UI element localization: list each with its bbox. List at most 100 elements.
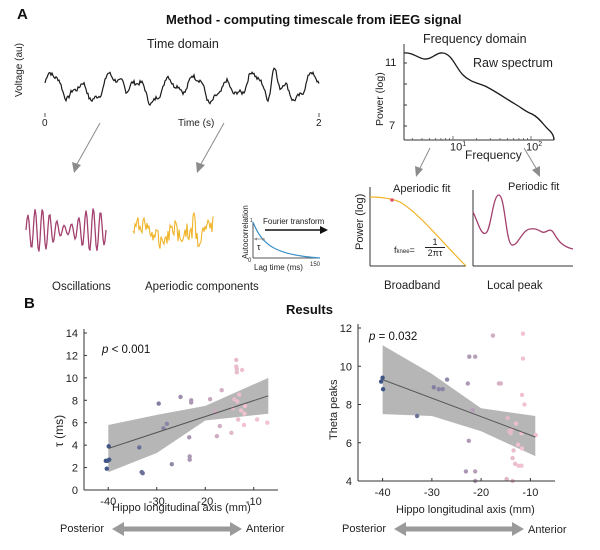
chart2-data-point [515,442,521,447]
chart2-y-tick-label: 8 [346,400,352,412]
chart1-y-tick-label: 10 [66,373,78,385]
chart1-arrow-head-left [112,522,124,536]
fourier-arrow [265,226,328,234]
aperiodic-fit-plot [369,187,467,267]
chart2-x-tick-label: -30 [424,487,440,499]
chart2-fit-line [382,379,536,438]
chart2-data-point [512,461,518,466]
chart1-data-point [238,408,244,413]
chart1-ci-band [108,377,269,473]
arrow-to-oscillations [72,122,101,173]
chart1-y-tick-label: 4 [72,440,78,452]
chart2-data-point [380,375,385,380]
autocorr-xtick-0: 0 [248,258,252,264]
chart1-data-point [234,370,239,375]
chart2-data-point [466,438,471,443]
chart1-y-tick-label: 0 [72,485,78,497]
chart2-data-point [519,463,524,468]
chart2-data-point [473,469,478,474]
formula-knee-subscript: knee [396,249,410,255]
chart2-xlabel: Hippo longitudinal axis (mm) [396,504,535,516]
chart1-posterior-label: Posterior [60,523,105,535]
chart2-data-point [505,415,510,421]
p-italic: p [369,331,376,343]
chart1-data-point [254,417,260,422]
chart1-data-point [242,403,248,409]
freq-xtick-10-1: 101 [450,141,466,154]
theta-peaks-axis-label: Theta peaks [328,379,340,440]
panel-b-letter: B [24,295,35,312]
chart1-x-tick-label: -20 [197,496,213,508]
chart1-y-tick-label: 14 [66,328,78,340]
chart1-data-point [265,420,270,425]
chart1-data-point [189,398,194,403]
chart2-data-point [470,408,475,413]
chart1-p-value: p < 0.001 [102,344,150,356]
chart1-data-point [106,444,111,449]
freq-xtick-10-2: 102 [526,141,542,154]
chart2-x-tick-label: -20 [473,487,489,499]
chart2-data-point [465,381,470,386]
chart2-data-point [510,455,515,461]
chart2-data-point [498,381,503,386]
formula-denominator: 2πτ [427,248,443,258]
chart2-data-point [378,379,384,384]
oscillations-label: Oscillations [52,281,111,293]
periodic-fit-curve [472,194,574,250]
chart2-data-point [467,354,472,359]
chart2-arrow-head-right [512,522,524,536]
autocorr-curve [252,221,321,259]
tau-axis-label: τ (ms) [52,414,66,447]
formula-fraction: 1 2πτ [425,237,445,259]
chart1-data-point [164,421,170,426]
chart2-data-point [504,476,509,482]
time-domain-title: Time domain [147,37,219,51]
chart2-data-point [380,387,386,392]
chart1-data-point [236,417,241,422]
chart2-data-point [431,385,436,390]
chart2-data-point [436,387,441,392]
p-value-rest: = 0.032 [375,331,418,343]
chart1-data-point [187,435,192,440]
chart2-ci-band [382,345,536,457]
frequency-domain-title: Frequency domain [423,32,527,46]
aperiodic-fit-title: Aperiodic fit [393,183,451,195]
chart2-data-point [511,448,516,453]
chart1-y-tick-label: 2 [72,463,78,475]
chart1-data-point [156,401,161,406]
chart1-x-tick-label: -30 [149,496,165,508]
broadband-label: Broadband [384,280,441,292]
raw-spectrum-label: Raw spectrum [473,56,553,70]
panel-a-title: Method - computing timescale from iEEG s… [166,12,462,27]
chart1-data-point [229,430,234,435]
formula-equals: = [409,245,415,255]
chart1-y-tick-label: 12 [66,350,78,362]
chart2-data-point [414,413,420,419]
chart1-data-point [217,423,222,429]
chart1-data-point [235,399,240,404]
chart2-y-tick-label: 12 [340,323,352,335]
oscillations-trace [25,208,107,252]
chart1-data-point [234,366,239,372]
xtick-exp: 1 [462,141,467,148]
arrow-to-aperiodic-fit [415,147,431,177]
chart1-data-point [161,426,166,431]
xtick-exp: 2 [538,141,543,148]
chart1-fit-line [108,395,269,449]
chart1-data-point [169,462,174,467]
chart1-xlabel: Hippo longitudinal axis (mm) [112,502,251,514]
chart2-posterior-label: Posterior [342,523,387,535]
chart1-data-point [137,445,142,450]
freq-ytick-11: 11 [385,57,397,69]
chart1-data-point [187,454,192,459]
chart1-data-point [178,394,183,400]
xtick-base: 10 [526,141,539,154]
chart1-data-point [214,434,220,439]
chart2-data-point [520,331,526,336]
p-italic: p [102,344,109,356]
chart1-data-point [237,392,242,397]
chart1-data-point [239,367,245,373]
panel-a-letter: A [17,6,28,23]
